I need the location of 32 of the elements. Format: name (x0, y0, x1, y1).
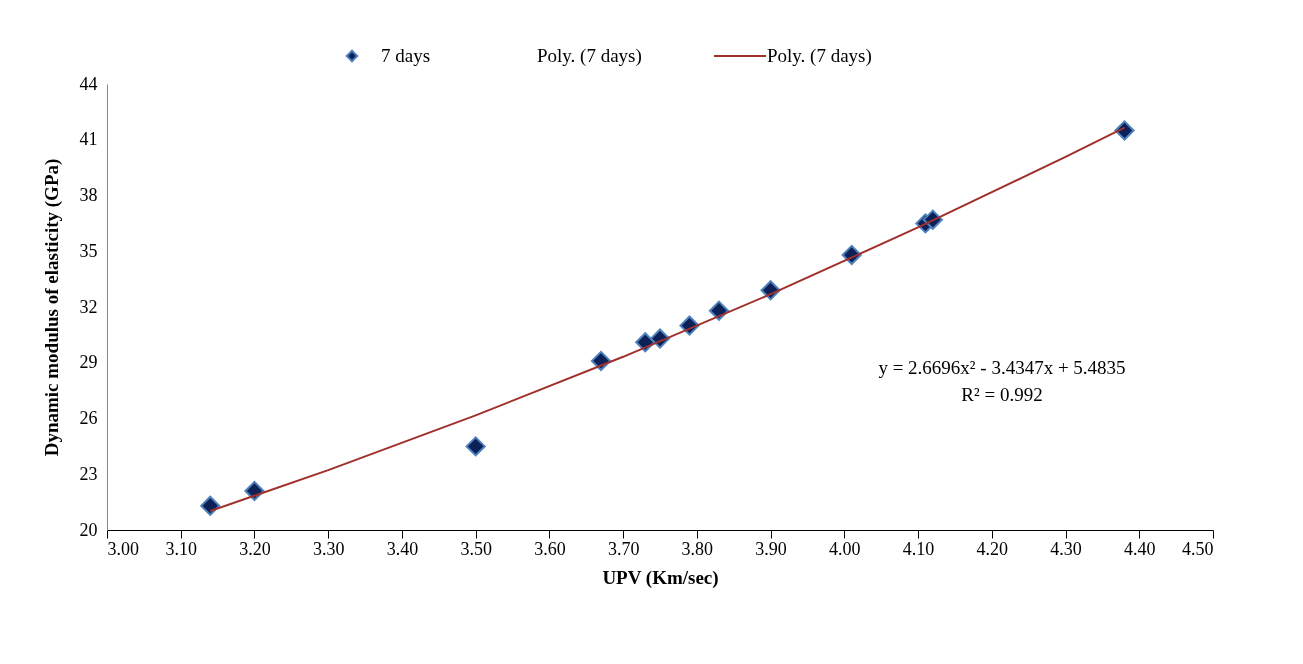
legend-label: 7 days (381, 45, 431, 66)
x-tick-label: 3.20 (239, 538, 271, 559)
x-tick-label: 3.40 (386, 538, 419, 559)
text: Poly. (7 days) (537, 45, 642, 67)
y-tick-label: 38 (79, 185, 98, 205)
y-tick-label: 23 (79, 463, 98, 484)
annotation: y = 2.6696x² - 3.4347x + 5.4835 (878, 357, 1126, 378)
x-tick-label: 4.00 (829, 538, 861, 559)
annotation: R² = 0.992 (961, 384, 1043, 405)
legend-label: Poly. (7 days) (767, 45, 872, 67)
x-tick-label: 3.70 (607, 538, 640, 559)
y-tick-label: 29 (79, 352, 98, 373)
x-tick-label: 4.20 (976, 538, 1009, 559)
x-tick-label: 3.80 (681, 538, 714, 559)
y-axis-title: Dynamic modulus of elasticity (GPa) (40, 158, 63, 457)
x-tick-label: 3.90 (755, 538, 787, 559)
x-tick-label: 3.00 (107, 538, 139, 559)
y-tick-label: 26 (79, 408, 98, 428)
x-axis-title: UPV (Km/sec) (602, 566, 719, 589)
x-tick-label: 4.40 (1124, 538, 1156, 559)
x-tick-label: 3.30 (312, 538, 345, 559)
x-tick-label: 3.50 (460, 538, 492, 559)
y-tick-label: 35 (79, 240, 98, 261)
x-tick-label: 4.10 (902, 538, 935, 559)
x-tick-label: 3.10 (165, 538, 197, 559)
x-tick-label: 4.30 (1050, 538, 1082, 559)
y-tick-label: 41 (79, 129, 98, 150)
y-tick-label: 44 (79, 73, 98, 94)
x-tick-label: 3.60 (534, 538, 566, 559)
y-tick-label: 20 (79, 519, 98, 540)
x-tick-label: 4.50 (1182, 538, 1214, 559)
y-tick-label: 32 (79, 296, 98, 317)
